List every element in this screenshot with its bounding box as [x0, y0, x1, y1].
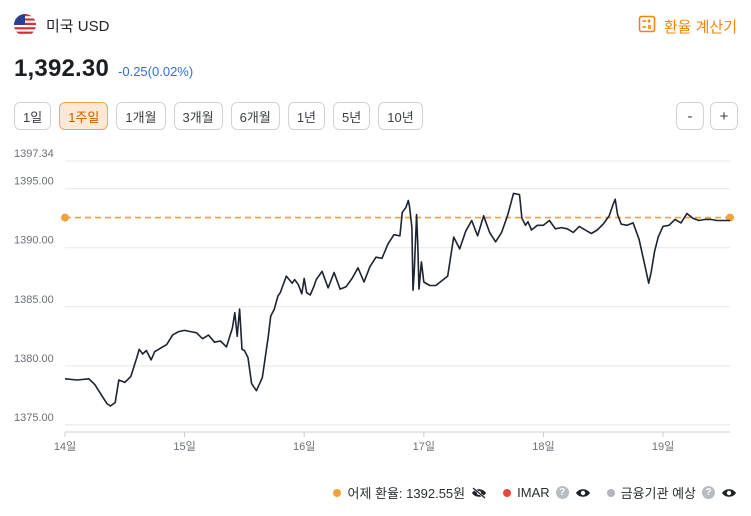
header: 미국 USD 환율 계산기	[14, 12, 737, 40]
legend-forecast-label: 금융기관 예상	[620, 486, 696, 501]
period-tab-3m[interactable]: 3개월	[173, 102, 223, 130]
rate-row: 1,392.30 -0.25(0.02%)	[14, 55, 193, 87]
y-tick-label: 1395.00	[14, 176, 54, 188]
x-tick-label: 14일	[54, 439, 76, 453]
x-tick-label: 19일	[652, 439, 674, 453]
current-rate: 1,392.30	[14, 55, 110, 82]
y-tick-label: 1385.00	[14, 294, 54, 306]
rate-change: -0.25(0.02%)	[118, 64, 194, 79]
grid	[65, 160, 730, 426]
legend-yesterday-label: 어제 환율: 1392.55원	[347, 486, 466, 501]
y-tick-label: 1380.00	[14, 353, 54, 365]
y-tick-label: 1397.34	[14, 148, 54, 160]
exchange-calculator-button[interactable]: 환율 계산기	[638, 12, 737, 40]
period-tab-10y[interactable]: 10년	[378, 102, 423, 130]
yesterday-rate-start-marker	[61, 213, 69, 222]
period-tab-1y[interactable]: 1년	[287, 102, 326, 130]
y-tick-label: 1390.00	[14, 235, 54, 247]
zoom-out-button[interactable]: -	[676, 102, 704, 130]
period-tab-1d[interactable]: 1일	[14, 102, 52, 130]
eye-icon[interactable]	[721, 487, 737, 499]
exchange-rate-chart: 1397.34 1395.00 1390.00 1385.00 1380.00 1375.…	[14, 148, 734, 453]
help-icon[interactable]: ?	[702, 486, 715, 499]
period-tab-6m[interactable]: 6개월	[230, 102, 280, 130]
calculator-label: 환율 계산기	[663, 18, 737, 36]
zoom-in-button[interactable]: +	[710, 102, 738, 130]
reference-layer	[61, 213, 734, 222]
y-tick-label: 1375.00	[14, 412, 54, 424]
x-tick-label: 17일	[413, 439, 435, 453]
series-layer	[64, 192, 730, 407]
x-axis: 14일 15일 16일 17일 18일 19일	[54, 431, 730, 453]
period-tab-1w[interactable]: 1주일	[59, 102, 109, 130]
legend-imar-label: IMAR	[517, 485, 550, 500]
help-icon[interactable]: ?	[555, 486, 569, 499]
y-axis: 1397.34 1395.00 1390.00 1385.00 1380.00 1375.…	[14, 148, 54, 424]
period-tabs: 1일 1주일 1개월 3개월 6개월 1년 5년 10년	[14, 102, 423, 130]
imar-dot	[503, 488, 512, 497]
eye-icon[interactable]	[575, 487, 591, 499]
calculator-icon	[638, 15, 656, 37]
legend-forecast: 금융기관 예상 ?	[606, 483, 737, 502]
yesterday-dot	[333, 488, 342, 497]
x-tick-label: 16일	[293, 439, 315, 453]
legend-imar: IMAR ?	[503, 485, 591, 500]
x-tick-label: 18일	[532, 439, 554, 453]
currency-name: 미국 USD	[46, 18, 110, 35]
chart-legend: 어제 환율: 1392.55원 IMAR ? 금융기관 예상 ?	[333, 483, 737, 502]
period-tab-5y[interactable]: 5년	[333, 102, 371, 130]
eye-off-icon[interactable]	[471, 486, 487, 499]
us-flag-icon	[14, 14, 36, 36]
legend-yesterday: 어제 환율: 1392.55원	[333, 483, 487, 502]
period-tab-1m[interactable]: 1개월	[116, 102, 166, 130]
forecast-dot	[606, 488, 615, 497]
yesterday-rate-end-marker	[726, 213, 734, 222]
x-tick-label: 15일	[173, 439, 195, 453]
exchange-rate-line	[64, 192, 730, 407]
